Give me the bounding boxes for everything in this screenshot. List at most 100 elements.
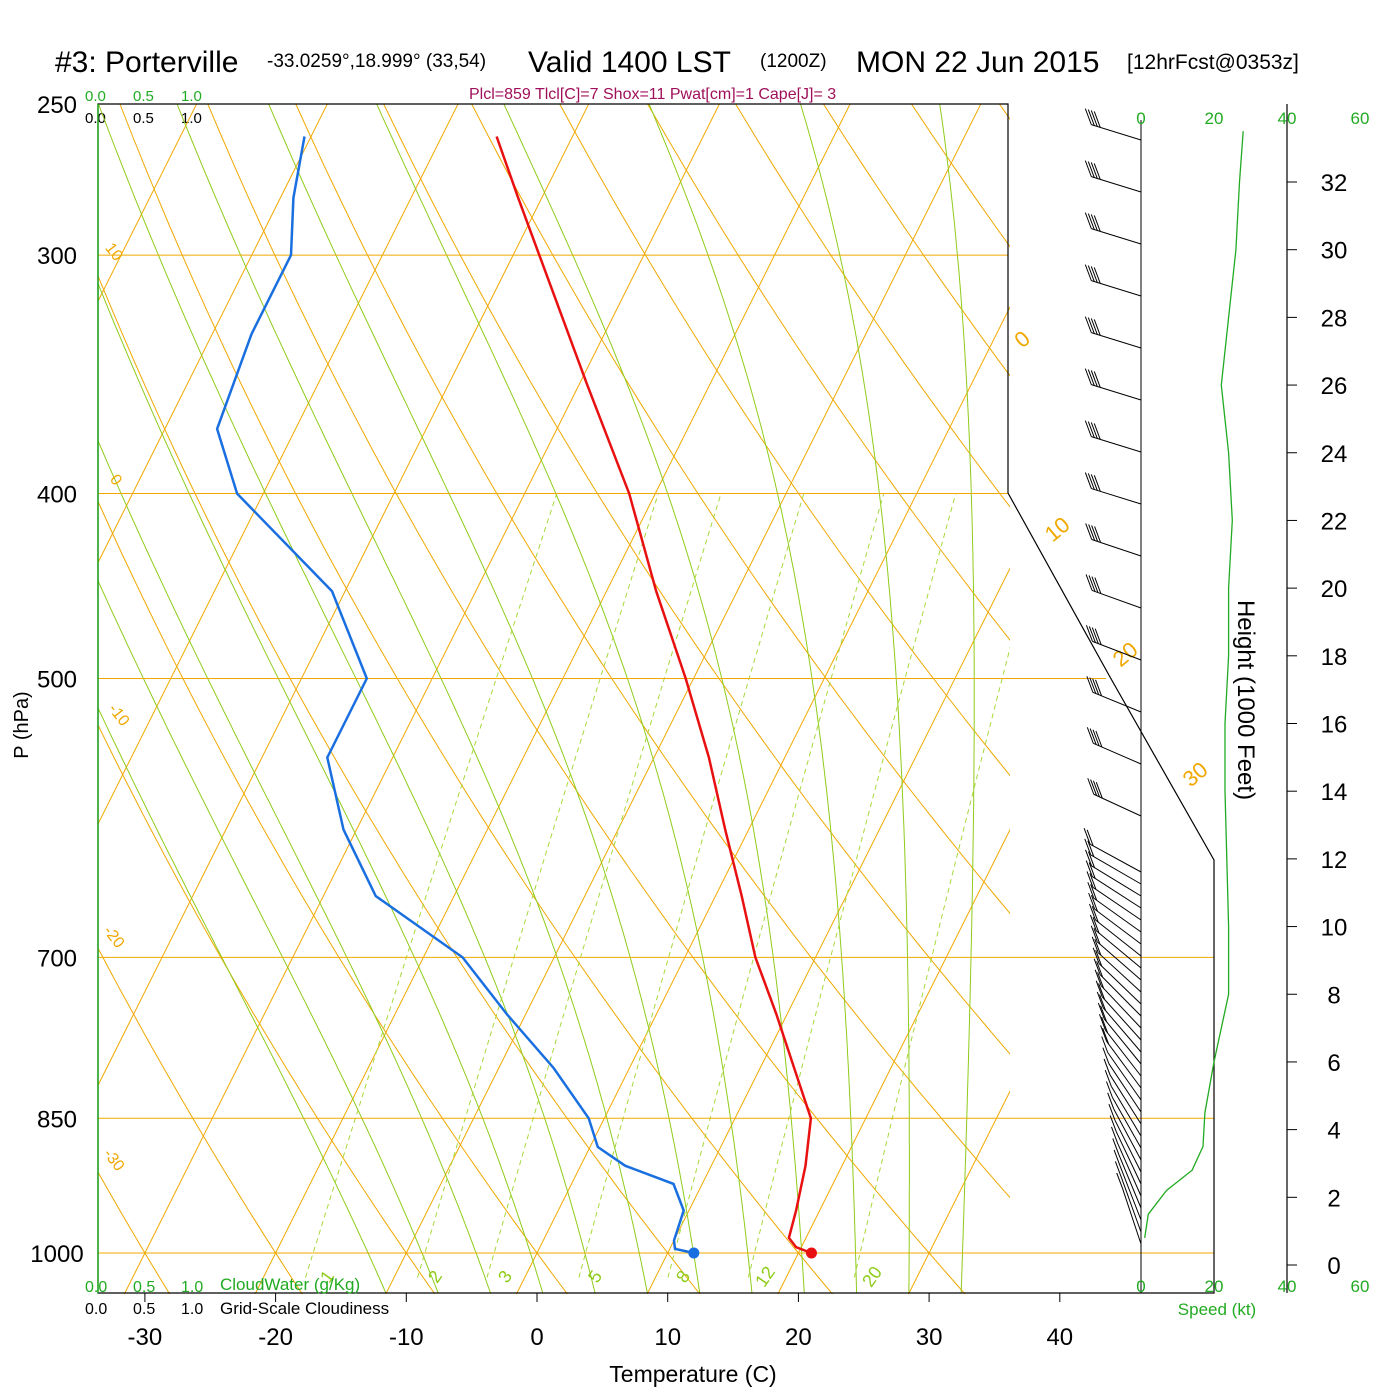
dry-adiabat-line: [295, 104, 1010, 1199]
moist-adiabats: [98, 104, 1059, 1294]
moist-adiabat-line: [98, 439, 492, 1294]
temperature-tick-label: 20: [785, 1324, 812, 1351]
moist-adiabat-label: 30: [1178, 757, 1213, 792]
moist-adiabat-line: [939, 104, 975, 1294]
isotherm-line: [98, 104, 590, 1087]
temperature-axis-label: Temperature (C): [609, 1361, 776, 1387]
height-tick-label: 26: [1321, 373, 1348, 400]
height-tick-label: 18: [1321, 644, 1348, 671]
wind-barb: [1101, 1036, 1142, 1101]
wind-speed-profile: [1144, 131, 1244, 1238]
isotherm-lines: [98, 104, 1010, 1294]
plot-frame: [97, 103, 1215, 1294]
speed-top-20: 20: [1205, 109, 1224, 128]
isotherm-line: [123, 104, 720, 1294]
mixing-ratio-line: [417, 493, 659, 1278]
mixing-ratio-line: [667, 493, 885, 1278]
speed-axis-label: Speed (kt): [1178, 1300, 1256, 1319]
wind-barb: [1085, 523, 1142, 557]
wind-barb: [1089, 914, 1142, 969]
height-tick-label: 0: [1327, 1253, 1340, 1280]
moist-adiabat-line: [98, 579, 439, 1294]
mixing-ratio-label: 8: [672, 1267, 694, 1287]
pressure-tick-label: 500: [37, 667, 77, 694]
dry-adiabat-line: [98, 1171, 171, 1294]
wind-barb: [1087, 778, 1142, 817]
wind-barb: [1102, 1047, 1142, 1113]
moist-adiabat-line: [176, 104, 648, 1294]
valid-time: Valid 1400 LST: [528, 46, 731, 79]
wind-barb: [1085, 625, 1142, 661]
mixing-ratio-line: [578, 493, 805, 1278]
wind-barb: [1108, 1104, 1142, 1173]
pressure-tick-label: 850: [37, 1106, 77, 1133]
temperature-tick-label: 30: [916, 1324, 943, 1351]
wind-barb: [1086, 727, 1142, 765]
wind-barb: [1086, 871, 1142, 921]
wind-barb: [1085, 860, 1142, 909]
isotherm-line: [254, 104, 851, 1294]
isotherm-line: [98, 104, 328, 564]
mixing-ratio-line: [853, 646, 1010, 1278]
wind-barb: [1084, 420, 1142, 453]
cw-bot-1: 0.5: [133, 1279, 155, 1296]
temperature-tick-label: -30: [128, 1324, 163, 1351]
moist-adiabat-label: 0: [1009, 326, 1034, 353]
wind-barb: [1084, 368, 1142, 401]
dry-adiabat-line: [822, 104, 1010, 377]
temperature-tick-label: 10: [654, 1324, 681, 1351]
speed-top-40: 40: [1278, 109, 1297, 128]
temperature-tick-label: -10: [389, 1324, 424, 1351]
valid-date: MON 22 Jun 2015: [856, 46, 1099, 79]
moist-adiabat-line: [268, 104, 701, 1294]
wind-barb: [1094, 969, 1142, 1029]
wind-barb: [1084, 108, 1142, 141]
wind-barb: [1114, 1161, 1142, 1233]
mixing-ratio-label: 3: [494, 1267, 516, 1287]
wind-barb: [1089, 903, 1142, 957]
dry-adiabat-line: [98, 947, 303, 1294]
station-coords: -33.0259°,18.999° (33,54): [267, 51, 486, 72]
moist-adiabat-line: [800, 104, 910, 1294]
speed-bot-0: 0: [1136, 1277, 1145, 1296]
wind-barb: [1090, 925, 1142, 981]
sounding-profiles: [215, 136, 817, 1259]
isotherm-line: [515, 305, 1010, 1294]
isotherm-line: [98, 104, 198, 303]
speed-top-0: 0: [1136, 109, 1145, 128]
mixing-ratio-line: [747, 493, 957, 1278]
wind-barb: [1112, 1138, 1142, 1209]
temperature-line: [495, 136, 813, 1255]
pressure-tick-label: 700: [37, 945, 77, 972]
isotherm-line: [908, 1090, 1010, 1294]
wind-barb: [1092, 947, 1142, 1005]
isobar-lines: [98, 103, 1214, 1254]
cw-bot-2: 1.0: [181, 1279, 203, 1296]
cloud-bot-0: 0.0: [85, 1301, 107, 1318]
mixing-ratio-label: 12: [751, 1263, 779, 1291]
mixing-ratio-label: 20: [858, 1263, 886, 1291]
pressure-tick-label: 1000: [30, 1241, 83, 1268]
height-tick-label: 20: [1321, 576, 1348, 603]
dewpoint-line: [215, 136, 695, 1255]
height-tick-label: 12: [1321, 847, 1348, 874]
height-tick-label: 6: [1327, 1050, 1340, 1077]
wind-barb: [1085, 849, 1142, 897]
moist-adiabat-line: [98, 104, 596, 1294]
moist-adiabat-line: [648, 104, 858, 1294]
moist-adiabat-line: [98, 706, 387, 1294]
isotherm-line: [98, 104, 459, 826]
dry-adiabat-line: [471, 104, 1010, 915]
wind-barb: [1084, 472, 1142, 505]
height-tick-label: 22: [1321, 508, 1348, 535]
height-tick-label: 2: [1327, 1185, 1340, 1212]
dry-adiabat-line: [119, 104, 834, 1294]
height-tick-label: 28: [1321, 305, 1348, 332]
wind-barb: [1107, 1092, 1142, 1161]
height-axis-label: Height (1000 Feet): [1232, 600, 1259, 800]
wind-barb: [1088, 892, 1142, 945]
wind-barb: [1100, 1025, 1142, 1089]
wind-barb: [1097, 1002, 1142, 1065]
moist-adiabat-line: [1013, 104, 1059, 1293]
